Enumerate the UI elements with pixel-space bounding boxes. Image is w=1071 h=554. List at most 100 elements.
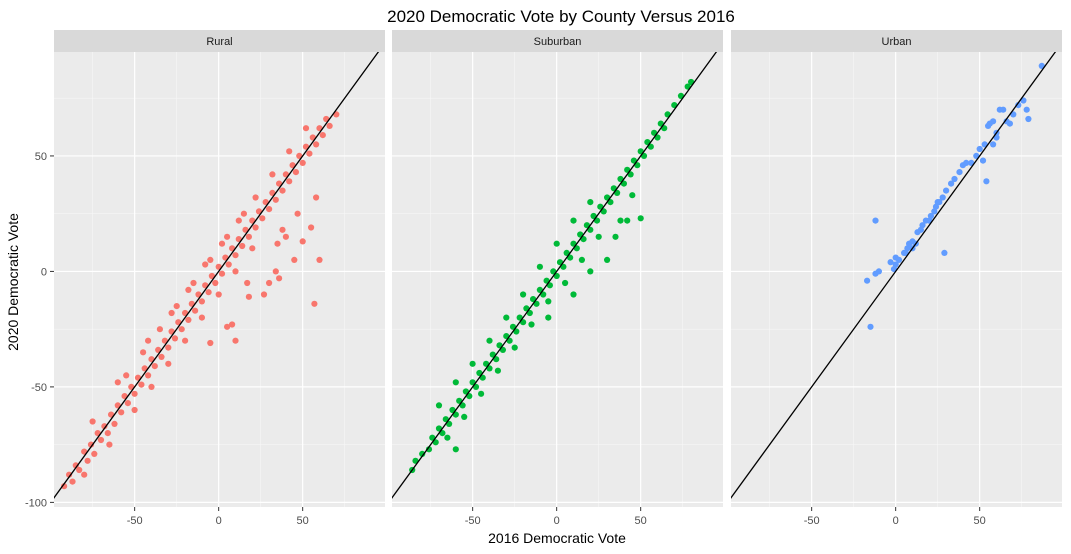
data-point [311, 300, 318, 307]
data-point [963, 159, 970, 166]
data-point [156, 326, 163, 333]
plot-background-suburban [392, 52, 723, 507]
data-point [124, 400, 131, 407]
plot-area-rural [54, 52, 380, 499]
data-point [1006, 120, 1014, 127]
data-point [252, 194, 259, 201]
data-point [919, 222, 926, 229]
data-point [118, 409, 125, 416]
data-point [171, 335, 179, 342]
x-tick-label: 0 [893, 515, 899, 527]
data-point [943, 187, 950, 194]
x-tick-label: 0 [216, 515, 222, 527]
reference-line-suburban [392, 52, 718, 499]
data-point [245, 233, 252, 240]
x-tick-label: 50 [635, 515, 647, 527]
data-point [595, 233, 602, 240]
data-point [939, 194, 946, 201]
y-tick-label: 0 [41, 266, 47, 278]
data-point [111, 420, 118, 427]
data-point [145, 372, 152, 379]
y-axis-title: 2020 Democratic Vote [5, 213, 21, 351]
data-point [612, 233, 619, 240]
data-point [494, 367, 501, 374]
strip-suburban [392, 30, 723, 52]
data-point [578, 256, 586, 263]
data-point [279, 187, 286, 194]
data-point [207, 256, 214, 263]
data-point [218, 240, 226, 247]
data-point [205, 289, 212, 296]
data-point [570, 291, 577, 298]
data-point [867, 323, 874, 330]
data-point [274, 240, 281, 247]
data-point [260, 291, 268, 298]
data-point [587, 268, 594, 275]
data-point [892, 261, 899, 268]
data-point [872, 217, 879, 224]
data-point [131, 390, 138, 397]
data-point [190, 279, 197, 287]
data-point [306, 150, 313, 157]
data-point [316, 256, 323, 263]
strip-urban [731, 30, 1062, 52]
data-point [313, 141, 320, 148]
data-point [444, 434, 451, 441]
data-point [624, 217, 631, 224]
data-point [1015, 102, 1022, 109]
data-point [319, 132, 326, 139]
data-point [76, 466, 83, 474]
data-point [990, 141, 997, 148]
data-point [299, 238, 306, 245]
data-point [326, 122, 333, 129]
data-point [979, 157, 987, 164]
data-point [604, 256, 611, 263]
data-point [503, 314, 510, 321]
data-point [232, 252, 239, 259]
data-point [173, 303, 180, 310]
y-tick-label: 50 [35, 151, 47, 163]
x-tick-label: -50 [127, 515, 143, 527]
x-tick-label: 50 [974, 515, 986, 527]
x-tick-label: -50 [465, 515, 481, 527]
data-point [165, 344, 172, 351]
data-point [185, 286, 192, 293]
data-point [313, 194, 320, 201]
data-point [218, 270, 226, 277]
data-point [511, 344, 518, 351]
data-point [269, 171, 276, 178]
data-point [887, 259, 894, 266]
data-point [587, 199, 594, 206]
data-point [97, 436, 105, 444]
data-point [232, 268, 239, 275]
data-point [536, 263, 544, 270]
data-point [138, 381, 145, 388]
data-point [562, 279, 569, 287]
data-point [553, 240, 560, 247]
x-axis-title: 2016 Democratic Vote [488, 530, 626, 546]
data-point [435, 402, 443, 409]
data-point [61, 483, 68, 490]
data-point [245, 293, 252, 300]
data-point [198, 314, 205, 321]
data-point [1000, 106, 1007, 113]
data-point [617, 217, 624, 224]
data-point [106, 441, 113, 448]
data-point [202, 261, 209, 268]
data-point [104, 430, 111, 437]
data-point [637, 215, 644, 222]
data-point [266, 279, 273, 287]
data-point [469, 360, 476, 367]
data-point [69, 478, 76, 485]
data-point [72, 462, 79, 469]
data-point [215, 291, 222, 298]
data-point [259, 215, 266, 222]
data-point [520, 291, 527, 298]
data-point [158, 353, 165, 360]
data-point [266, 206, 273, 213]
data-point [951, 175, 958, 183]
data-point [87, 441, 95, 448]
plot-area-urban [731, 52, 1057, 499]
data-point [252, 224, 259, 231]
data-point [895, 256, 903, 263]
